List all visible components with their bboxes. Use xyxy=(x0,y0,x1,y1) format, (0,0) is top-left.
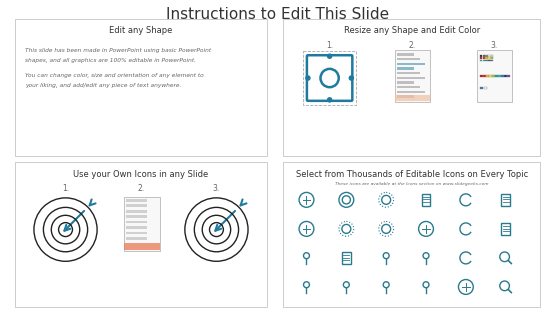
Text: 1.: 1. xyxy=(326,41,333,50)
Bar xyxy=(491,60,493,61)
Bar xyxy=(484,87,487,89)
Bar xyxy=(488,60,491,61)
Bar xyxy=(397,72,419,74)
Bar xyxy=(492,75,495,77)
Circle shape xyxy=(348,75,354,81)
Bar xyxy=(397,86,419,88)
Bar xyxy=(126,226,147,229)
Bar xyxy=(126,215,147,218)
Bar xyxy=(495,75,498,77)
Text: your liking, and add/edit any piece of text anywhere.: your liking, and add/edit any piece of t… xyxy=(25,83,181,88)
Bar xyxy=(477,50,512,102)
Text: You can change color, size and orientation of any element to: You can change color, size and orientati… xyxy=(25,73,204,78)
Bar xyxy=(480,55,482,57)
Bar xyxy=(480,87,483,89)
Bar xyxy=(486,60,488,61)
Text: 2.: 2. xyxy=(408,41,416,50)
Bar xyxy=(126,237,147,240)
Bar xyxy=(15,19,267,156)
Bar xyxy=(397,53,414,56)
Bar xyxy=(395,50,430,102)
Bar xyxy=(124,197,160,251)
Bar xyxy=(501,75,504,77)
Text: Resize any Shape and Edit Color: Resize any Shape and Edit Color xyxy=(344,26,480,35)
Bar xyxy=(124,243,160,250)
Circle shape xyxy=(305,75,311,81)
Bar xyxy=(126,221,147,223)
Bar xyxy=(342,252,351,264)
Text: 2.: 2. xyxy=(137,185,144,193)
Bar xyxy=(486,75,489,77)
Bar xyxy=(283,19,540,156)
Bar xyxy=(486,55,488,57)
Bar xyxy=(397,67,414,70)
Bar xyxy=(488,55,491,57)
Text: Select from Thousands of Editable Icons on Every Topic: Select from Thousands of Editable Icons … xyxy=(296,169,528,179)
Bar xyxy=(397,63,424,65)
Bar xyxy=(397,81,414,84)
Bar xyxy=(501,223,510,235)
Bar xyxy=(283,162,540,307)
Circle shape xyxy=(327,54,333,59)
Bar xyxy=(483,57,485,59)
Bar xyxy=(15,162,267,307)
Bar xyxy=(505,75,507,77)
Text: This slide has been made in PowerPoint using basic PowerPoint: This slide has been made in PowerPoint u… xyxy=(25,48,211,53)
Bar xyxy=(501,194,510,206)
Bar xyxy=(422,194,431,206)
Bar xyxy=(480,57,482,59)
Bar xyxy=(483,55,485,57)
Text: These icons are available at the Icons section on www.slidegeeks.com: These icons are available at the Icons s… xyxy=(335,182,489,186)
Circle shape xyxy=(327,97,333,103)
Bar xyxy=(480,75,483,77)
Bar xyxy=(126,232,147,234)
Bar xyxy=(507,75,510,77)
Bar xyxy=(395,95,430,101)
Bar xyxy=(126,199,147,202)
Bar xyxy=(488,57,491,59)
Bar xyxy=(397,90,424,93)
Bar xyxy=(498,75,501,77)
Bar xyxy=(491,55,493,57)
Bar xyxy=(397,95,414,98)
Bar xyxy=(126,210,147,213)
Bar xyxy=(489,75,492,77)
Text: Edit any Shape: Edit any Shape xyxy=(109,26,172,35)
Bar xyxy=(486,57,488,59)
Text: Instructions to Edit This Slide: Instructions to Edit This Slide xyxy=(166,7,389,22)
Text: Use your Own Icons in any Slide: Use your Own Icons in any Slide xyxy=(73,169,209,179)
Bar xyxy=(126,204,147,207)
Text: shapes, and all graphics are 100% editable in PowerPoint.: shapes, and all graphics are 100% editab… xyxy=(25,58,196,63)
Text: 1.: 1. xyxy=(62,185,69,193)
Bar xyxy=(480,60,482,61)
Text: 3.: 3. xyxy=(491,41,498,50)
Text: 3.: 3. xyxy=(213,185,220,193)
Bar xyxy=(483,60,485,61)
Bar xyxy=(483,75,486,77)
Bar xyxy=(491,57,493,59)
Bar xyxy=(397,58,419,60)
Bar xyxy=(397,77,424,79)
